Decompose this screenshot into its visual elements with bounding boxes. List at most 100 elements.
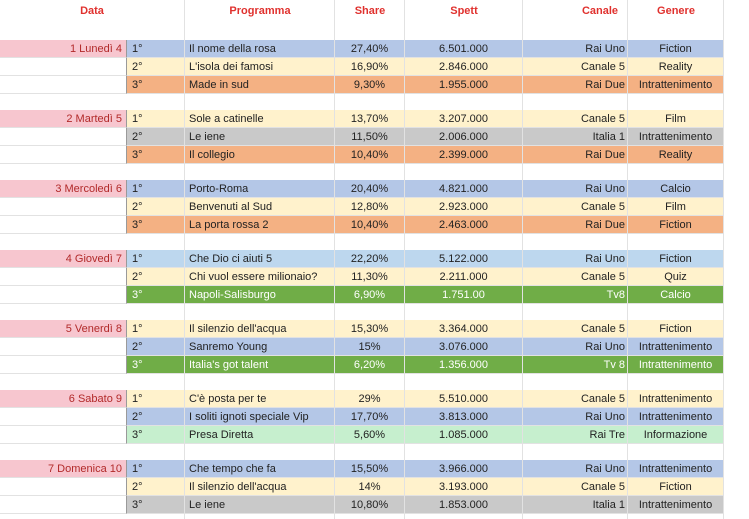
canale-cell[interactable]: Rai Due bbox=[523, 146, 628, 164]
canale-cell[interactable]: Canale 5 bbox=[523, 58, 628, 76]
programma-cell[interactable]: Il silenzio dell'acqua bbox=[185, 478, 335, 496]
genere-cell[interactable]: Calcio bbox=[628, 286, 724, 304]
date-cell[interactable] bbox=[0, 356, 127, 374]
genere-cell[interactable]: Intrattenimento bbox=[628, 408, 724, 426]
spett-cell[interactable]: 1.751.00 bbox=[405, 286, 523, 304]
spett-cell[interactable]: 3.813.000 bbox=[405, 408, 523, 426]
date-cell[interactable] bbox=[0, 76, 127, 94]
genere-cell[interactable]: Fiction bbox=[628, 320, 724, 338]
genere-cell[interactable]: Intrattenimento bbox=[628, 338, 724, 356]
share-cell[interactable]: 20,40% bbox=[335, 180, 405, 198]
share-cell[interactable]: 5,60% bbox=[335, 426, 405, 444]
date-cell[interactable]: 6 Sabato 9 bbox=[0, 390, 127, 408]
spett-cell[interactable]: 3.364.000 bbox=[405, 320, 523, 338]
share-cell[interactable]: 29% bbox=[335, 390, 405, 408]
programma-cell[interactable]: Il nome della rosa bbox=[185, 40, 335, 58]
programma-cell[interactable]: Porto-Roma bbox=[185, 180, 335, 198]
share-cell[interactable]: 27,40% bbox=[335, 40, 405, 58]
share-cell[interactable]: 12,80% bbox=[335, 198, 405, 216]
programma-cell[interactable]: Che Dio ci aiuti 5 bbox=[185, 250, 335, 268]
rank-cell[interactable]: 2° bbox=[127, 198, 185, 216]
date-cell[interactable] bbox=[0, 146, 127, 164]
rank-cell[interactable]: 3° bbox=[127, 146, 185, 164]
date-cell[interactable] bbox=[0, 268, 127, 286]
date-cell[interactable]: 2 Martedì 5 bbox=[0, 110, 127, 128]
date-cell[interactable] bbox=[0, 216, 127, 234]
share-cell[interactable]: 11,30% bbox=[335, 268, 405, 286]
genere-cell[interactable]: Quiz bbox=[628, 268, 724, 286]
date-cell[interactable]: 5 Venerdì 8 bbox=[0, 320, 127, 338]
header-programma[interactable]: Programma bbox=[229, 5, 291, 17]
spett-cell[interactable]: 5.122.000 bbox=[405, 250, 523, 268]
share-cell[interactable]: 9,30% bbox=[335, 76, 405, 94]
share-cell[interactable]: 13,70% bbox=[335, 110, 405, 128]
header-data[interactable]: Data bbox=[80, 5, 104, 17]
rank-cell[interactable]: 1° bbox=[127, 460, 185, 478]
spett-cell[interactable]: 4.821.000 bbox=[405, 180, 523, 198]
share-cell[interactable]: 6,90% bbox=[335, 286, 405, 304]
programma-cell[interactable]: Chi vuol essere milionaio? bbox=[185, 268, 335, 286]
spett-cell[interactable]: 1.955.000 bbox=[405, 76, 523, 94]
genere-cell[interactable]: Intrattenimento bbox=[628, 496, 724, 514]
rank-cell[interactable]: 1° bbox=[127, 250, 185, 268]
genere-cell[interactable]: Calcio bbox=[628, 180, 724, 198]
rank-cell[interactable]: 3° bbox=[127, 286, 185, 304]
date-cell[interactable] bbox=[0, 408, 127, 426]
programma-cell[interactable]: Sanremo Young bbox=[185, 338, 335, 356]
spett-cell[interactable]: 2.923.000 bbox=[405, 198, 523, 216]
canale-cell[interactable]: Canale 5 bbox=[523, 320, 628, 338]
date-cell[interactable] bbox=[0, 338, 127, 356]
rank-cell[interactable]: 2° bbox=[127, 338, 185, 356]
spett-cell[interactable]: 1.853.000 bbox=[405, 496, 523, 514]
rank-cell[interactable]: 1° bbox=[127, 180, 185, 198]
spett-cell[interactable]: 3.076.000 bbox=[405, 338, 523, 356]
rank-cell[interactable]: 2° bbox=[127, 478, 185, 496]
programma-cell[interactable]: Italia's got talent bbox=[185, 356, 335, 374]
canale-cell[interactable]: Canale 5 bbox=[523, 268, 628, 286]
spett-cell[interactable]: 3.966.000 bbox=[405, 460, 523, 478]
spett-cell[interactable]: 3.207.000 bbox=[405, 110, 523, 128]
canale-cell[interactable]: Rai Uno bbox=[523, 40, 628, 58]
programma-cell[interactable]: Il silenzio dell'acqua bbox=[185, 320, 335, 338]
genere-cell[interactable]: Fiction bbox=[628, 478, 724, 496]
date-cell[interactable]: 3 Mercoledì 6 bbox=[0, 180, 127, 198]
canale-cell[interactable]: Canale 5 bbox=[523, 198, 628, 216]
share-cell[interactable]: 15,30% bbox=[335, 320, 405, 338]
date-cell[interactable] bbox=[0, 478, 127, 496]
spett-cell[interactable]: 2.006.000 bbox=[405, 128, 523, 146]
date-cell[interactable] bbox=[0, 426, 127, 444]
canale-cell[interactable]: Rai Uno bbox=[523, 180, 628, 198]
spett-cell[interactable]: 2.211.000 bbox=[405, 268, 523, 286]
genere-cell[interactable]: Film bbox=[628, 198, 724, 216]
spett-cell[interactable]: 2.399.000 bbox=[405, 146, 523, 164]
rank-cell[interactable]: 3° bbox=[127, 356, 185, 374]
rank-cell[interactable]: 2° bbox=[127, 408, 185, 426]
programma-cell[interactable]: I soliti ignoti speciale Vip bbox=[185, 408, 335, 426]
programma-cell[interactable]: La porta rossa 2 bbox=[185, 216, 335, 234]
programma-cell[interactable]: Sole a catinelle bbox=[185, 110, 335, 128]
share-cell[interactable]: 14% bbox=[335, 478, 405, 496]
spett-cell[interactable]: 2.463.000 bbox=[405, 216, 523, 234]
date-cell[interactable] bbox=[0, 496, 127, 514]
date-cell[interactable] bbox=[0, 286, 127, 304]
genere-cell[interactable]: Intrattenimento bbox=[628, 460, 724, 478]
spett-cell[interactable]: 5.510.000 bbox=[405, 390, 523, 408]
share-cell[interactable]: 10,80% bbox=[335, 496, 405, 514]
programma-cell[interactable]: Napoli-Salisburgo bbox=[185, 286, 335, 304]
date-cell[interactable]: 7 Domenica 10 bbox=[0, 460, 127, 478]
canale-cell[interactable]: Rai Due bbox=[523, 76, 628, 94]
rank-cell[interactable]: 1° bbox=[127, 110, 185, 128]
rank-cell[interactable]: 1° bbox=[127, 320, 185, 338]
genere-cell[interactable]: Fiction bbox=[628, 40, 724, 58]
canale-cell[interactable]: Tv 8 bbox=[523, 356, 628, 374]
spett-cell[interactable]: 2.846.000 bbox=[405, 58, 523, 76]
programma-cell[interactable]: L'isola dei famosi bbox=[185, 58, 335, 76]
rank-cell[interactable]: 3° bbox=[127, 216, 185, 234]
share-cell[interactable]: 6,20% bbox=[335, 356, 405, 374]
header-canale[interactable]: Canale bbox=[581, 5, 619, 17]
rank-cell[interactable]: 2° bbox=[127, 268, 185, 286]
header-spett[interactable]: Spett bbox=[450, 5, 478, 17]
programma-cell[interactable]: Benvenuti al Sud bbox=[185, 198, 335, 216]
canale-cell[interactable]: Rai Uno bbox=[523, 460, 628, 478]
date-cell[interactable]: 4 Giovedì 7 bbox=[0, 250, 127, 268]
